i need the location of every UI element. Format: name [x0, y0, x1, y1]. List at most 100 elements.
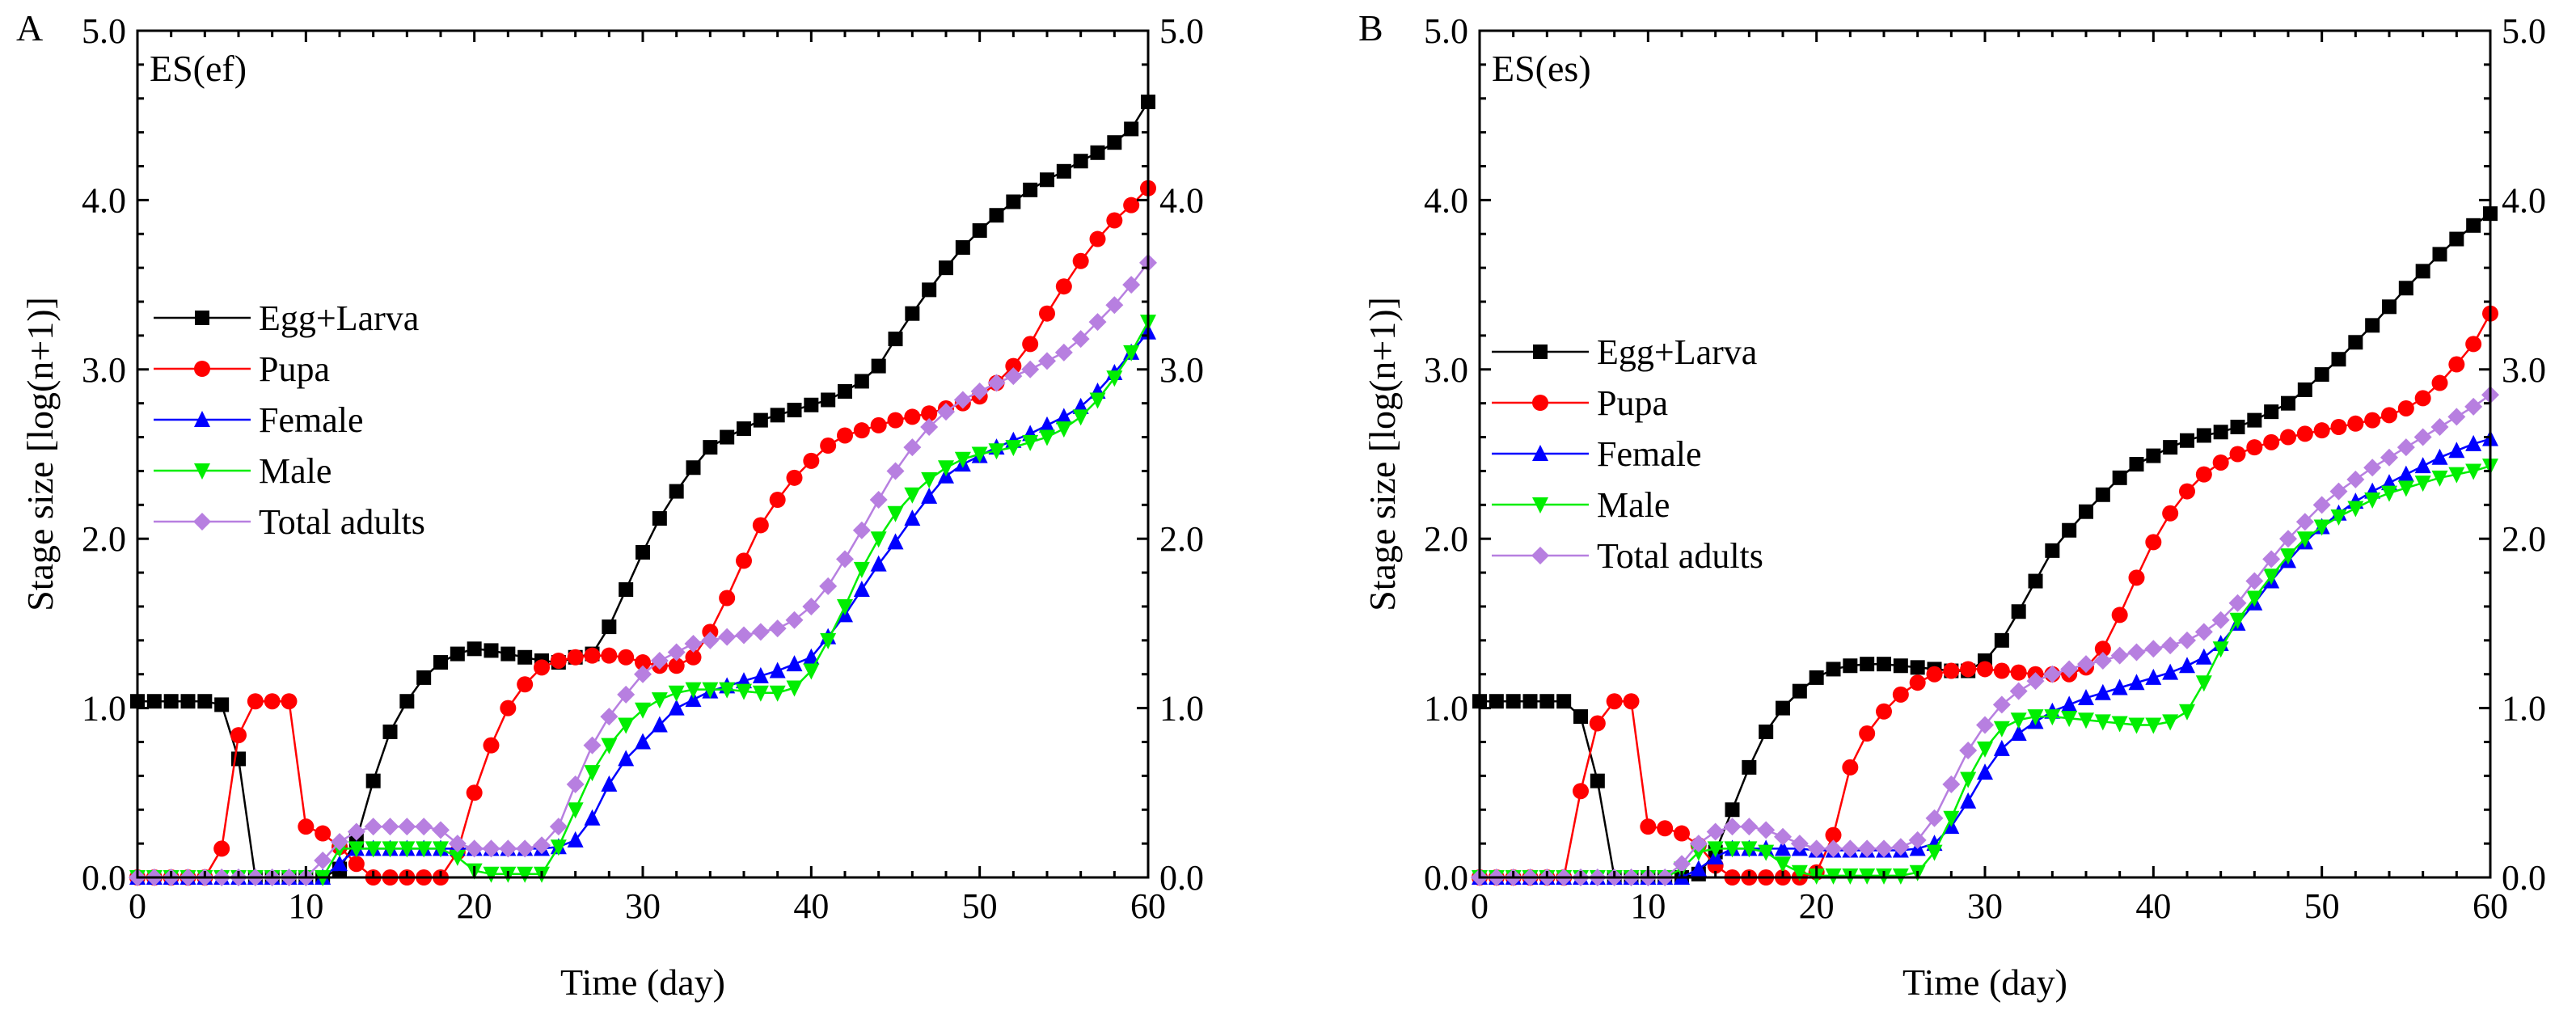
- data-point: [751, 623, 770, 641]
- data-point: [719, 590, 736, 607]
- data-point: [2093, 651, 2112, 670]
- data-point: [365, 773, 381, 788]
- data-point: [1774, 827, 1792, 846]
- data-point: [1606, 693, 1623, 710]
- y-right-tick-label: 0.0: [1159, 858, 1204, 898]
- x-tick-label: 0: [129, 886, 146, 926]
- data-point: [1005, 357, 1022, 374]
- data-point: [1926, 844, 1943, 861]
- data-point: [2414, 390, 2431, 407]
- data-point: [1640, 818, 1657, 835]
- data-point: [332, 855, 348, 872]
- data-point: [2194, 623, 2213, 641]
- data-point: [1573, 709, 1588, 725]
- y-right-tick-label: 4.0: [1159, 180, 1204, 220]
- data-point: [1039, 429, 1055, 446]
- y-tick-label: 0.0: [1424, 858, 1468, 898]
- legend-marker: [1533, 345, 1548, 359]
- data-point: [1088, 313, 1107, 332]
- data-point: [2195, 675, 2212, 692]
- data-point: [970, 383, 989, 401]
- data-point: [500, 646, 516, 662]
- data-point: [1993, 739, 2010, 756]
- y-right-tick-label: 2.0: [1159, 519, 1204, 559]
- data-point: [837, 427, 853, 444]
- data-point: [467, 641, 482, 657]
- data-point: [382, 724, 398, 739]
- y-right-tick-label: 5.0: [2502, 11, 2546, 51]
- data-point: [685, 649, 702, 666]
- data-point: [450, 646, 465, 662]
- legend-item: Egg+Larva: [154, 298, 419, 338]
- data-point: [769, 492, 786, 509]
- data-point: [1859, 725, 1876, 742]
- data-point: [786, 469, 803, 486]
- data-point: [2295, 513, 2314, 531]
- data-point: [668, 657, 685, 674]
- data-point: [315, 825, 332, 842]
- data-point: [2280, 548, 2296, 565]
- data-point: [787, 403, 802, 418]
- y-tick-label: 2.0: [1424, 519, 1468, 559]
- legend-item: Male: [154, 451, 332, 491]
- legend-label: Male: [259, 451, 332, 491]
- data-point: [1891, 838, 1910, 856]
- series-group: [1471, 206, 2499, 886]
- data-point: [601, 647, 618, 664]
- data-point: [583, 736, 602, 755]
- data-point: [1775, 856, 1791, 873]
- data-point: [1056, 163, 1071, 179]
- data-point: [819, 577, 838, 595]
- data-point: [1054, 343, 1073, 361]
- data-point: [987, 374, 1006, 392]
- data-point: [1539, 694, 1555, 709]
- data-point: [1039, 416, 1055, 433]
- data-point: [2195, 466, 2212, 483]
- y-tick-label: 1.0: [1424, 689, 1468, 729]
- data-point: [921, 471, 938, 488]
- data-point: [870, 531, 887, 548]
- data-point: [2447, 408, 2466, 426]
- data-point: [247, 693, 264, 710]
- data-point: [1673, 855, 1691, 873]
- data-point: [2128, 674, 2145, 691]
- legend-label: Pupa: [1597, 383, 1668, 423]
- data-point: [1977, 661, 1993, 678]
- data-point: [2145, 668, 2162, 685]
- data-point: [2262, 550, 2281, 569]
- x-tick-label: 60: [1130, 886, 1166, 926]
- data-point: [1055, 421, 1072, 438]
- panel-title: ES(ef): [150, 48, 247, 89]
- data-point: [416, 841, 433, 858]
- data-point: [2347, 415, 2364, 432]
- data-point: [1072, 409, 1089, 426]
- data-point: [1791, 864, 1808, 881]
- data-point: [2415, 264, 2430, 279]
- data-point: [1843, 658, 1858, 674]
- data-point: [871, 358, 886, 374]
- data-point: [2279, 530, 2297, 548]
- data-point: [2380, 448, 2398, 467]
- data-point: [517, 676, 534, 693]
- data-point: [770, 408, 785, 423]
- data-point: [769, 662, 786, 678]
- data-point: [281, 693, 298, 710]
- legend-label: Pupa: [259, 349, 330, 389]
- data-point: [1489, 694, 1504, 709]
- data-point: [937, 403, 955, 421]
- data-point: [584, 809, 601, 826]
- data-point: [2111, 607, 2128, 624]
- data-point: [567, 831, 584, 848]
- data-point: [1556, 694, 1572, 709]
- data-point: [2397, 465, 2414, 482]
- data-point: [2178, 631, 2196, 649]
- data-point: [636, 544, 650, 560]
- y-right-tick-label: 4.0: [2502, 180, 2546, 220]
- data-point: [618, 750, 635, 767]
- data-point: [2111, 716, 2128, 733]
- data-point: [820, 632, 837, 649]
- series-pupa: [129, 180, 1156, 886]
- data-point: [1809, 670, 1824, 685]
- data-point: [2094, 683, 2111, 700]
- data-point: [1992, 695, 2011, 714]
